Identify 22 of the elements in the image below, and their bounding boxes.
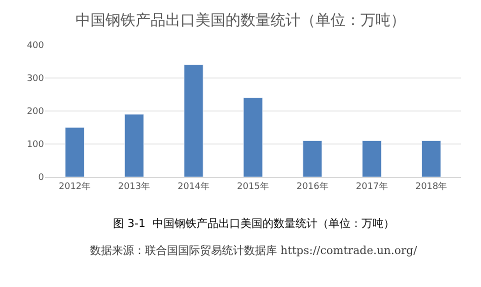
x-tick-label: 2016年 [296, 180, 328, 192]
y-tick-label: 100 [26, 140, 44, 150]
source-note: 数据来源：联合国国际贸易统计数据库 https://comtrade.un.org/ [90, 244, 418, 257]
x-tick-label: 2017年 [356, 180, 388, 192]
y-tick-label: 400 [26, 41, 44, 52]
y-tick-label: 300 [26, 74, 44, 84]
x-tick-label: 2014年 [178, 180, 210, 192]
bar [243, 98, 263, 177]
x-tick-label: 2018年 [415, 180, 448, 192]
y-tick-label: 200 [26, 107, 44, 118]
x-tick-label: 2015年 [237, 180, 269, 192]
y-tick-label: 0 [38, 173, 44, 184]
caption: 图 3-1 中国钢铁产品出口美国的数量统计（单位：万吨） [113, 217, 394, 230]
bar [184, 64, 204, 177]
x-tick-label: 2013年 [118, 180, 150, 192]
bar [422, 140, 442, 177]
chart-title: 中国钢铁产品出口美国的数量统计（单位：万吨） [76, 10, 406, 29]
bar [302, 140, 322, 177]
bar [124, 114, 144, 177]
bar [64, 127, 84, 177]
x-tick-label: 2012年 [58, 180, 91, 192]
bar [362, 140, 382, 177]
